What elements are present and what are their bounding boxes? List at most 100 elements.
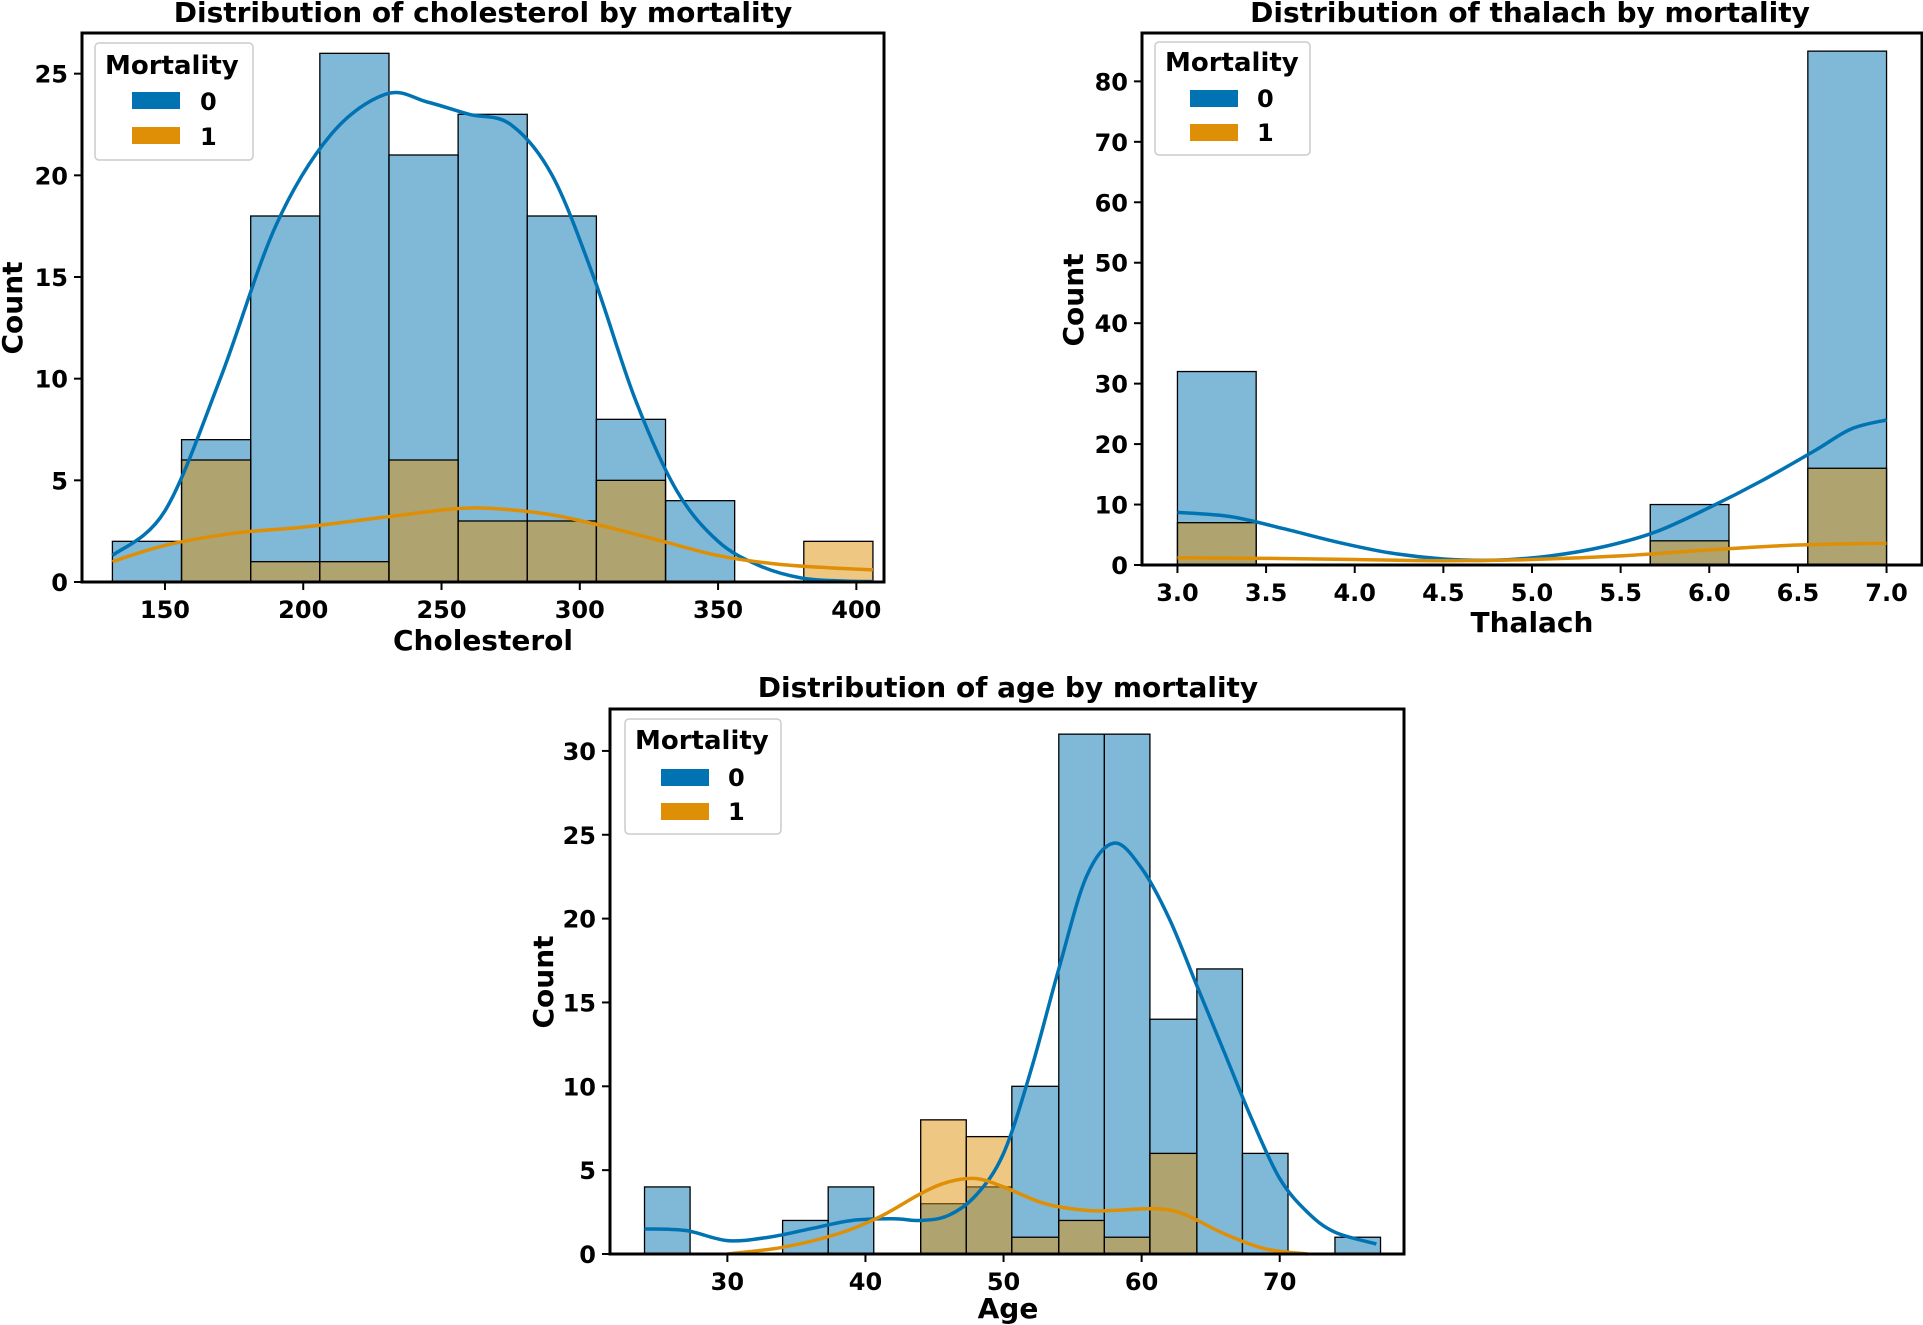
legend-label-0: 0 <box>200 88 217 116</box>
thalach-x-ticks: 3.0 3.5 4.0 4.5 5.0 5.5 6.0 6.5 7.0 <box>1156 565 1908 607</box>
chol-bar-series1-bin6 <box>526 520 598 583</box>
age-bar-series0-bin10 <box>1103 733 1151 1255</box>
cholesterol-plot-frame <box>80 31 886 584</box>
thal-y-tick-label: 10 <box>1095 492 1128 520</box>
legend-label-1: 1 <box>728 798 745 826</box>
age-y-tick-label: 15 <box>563 989 596 1017</box>
age-bar-series1-bin8 <box>1011 1236 1060 1255</box>
age-ylabel: Count <box>527 935 560 1028</box>
age-bar-series1-bin9 <box>1058 1219 1106 1255</box>
thal-kde-line-series0 <box>1177 418 1887 563</box>
thal-x-tick-label: 5.0 <box>1511 579 1554 607</box>
chol-x-tick-label: 200 <box>278 596 328 624</box>
chol-x-tick-label: 400 <box>831 596 881 624</box>
legend-title: Mortality <box>635 726 769 756</box>
age-kde-line-series0 <box>644 841 1377 1246</box>
thal-y-tick-label: 20 <box>1095 431 1128 459</box>
thal-x-tick-label: 6.0 <box>1688 579 1731 607</box>
thal-y-tick-label: 30 <box>1095 371 1128 399</box>
thal-x-tick-label: 7.0 <box>1865 579 1908 607</box>
chol-bar-series1-bin4 <box>388 459 459 583</box>
legend-swatch-1 <box>1190 124 1238 141</box>
age-y-tick-label: 10 <box>563 1073 596 1101</box>
thal-x-tick-label: 5.5 <box>1599 579 1642 607</box>
thalach-ylabel: Count <box>1057 253 1090 346</box>
cholesterol-kde-lines <box>111 90 874 584</box>
age-kde-line-series1 <box>727 1176 1308 1256</box>
thal-y-tick-label: 60 <box>1095 189 1128 217</box>
legend-title: Mortality <box>105 51 239 81</box>
age-bar-series1-bin10 <box>1103 1236 1151 1255</box>
age-y-tick-label: 20 <box>563 906 596 934</box>
chol-bar-series1-bin3 <box>319 561 390 583</box>
thal-x-tick-label: 3.0 <box>1156 579 1199 607</box>
cholesterol-title: Distribution of cholesterol by mortality <box>174 0 793 29</box>
legend-swatch-0 <box>132 92 180 109</box>
thal-x-tick-label: 3.5 <box>1245 579 1288 607</box>
age-x-tick-label: 40 <box>849 1268 882 1296</box>
cholesterol-legend: Mortality 0 1 <box>94 42 254 161</box>
chol-y-tick-label: 20 <box>35 162 68 190</box>
chol-bar-series1-bin1 <box>180 459 252 583</box>
age-x-tick-label: 50 <box>987 1268 1020 1296</box>
age-xlabel: Age <box>978 1292 1039 1325</box>
age-bar-series0-bin13 <box>1241 1152 1289 1255</box>
legend-label-1: 1 <box>1257 119 1274 147</box>
thalach-y-ticks: 0 10 20 30 40 50 60 70 80 <box>1095 68 1142 580</box>
thal-bar-series1-bin8 <box>1807 467 1888 566</box>
legend-swatch-1 <box>661 803 709 820</box>
age-plot-frame <box>608 707 1406 1256</box>
legend-swatch-0 <box>1190 90 1238 107</box>
chol-bar-series0-bin5 <box>457 113 528 583</box>
chol-bar-series0-bin2 <box>250 215 321 583</box>
chol-bar-series1-bin7 <box>595 479 667 583</box>
thal-x-tick-label: 6.5 <box>1777 579 1820 607</box>
chol-x-tick-label: 300 <box>555 596 605 624</box>
thal-x-tick-label: 4.5 <box>1422 579 1465 607</box>
chol-x-tick-label: 250 <box>416 596 466 624</box>
age-x-tick-label: 60 <box>1125 1268 1158 1296</box>
age-x-tick-label: 30 <box>711 1268 744 1296</box>
age-bar-series0-bin0 <box>643 1186 691 1255</box>
chol-kde-line-series1 <box>111 506 874 572</box>
chol-y-tick-label: 10 <box>35 366 68 394</box>
cholesterol-xlabel: Cholesterol <box>393 624 573 657</box>
chol-x-tick-label: 150 <box>140 596 190 624</box>
age-title: Distribution of age by mortality <box>758 671 1258 704</box>
chol-bar-series1-bin2 <box>250 561 321 583</box>
legend-label-0: 0 <box>728 764 745 792</box>
thalach-title: Distribution of thalach by mortality <box>1250 0 1810 29</box>
chol-y-tick-label: 15 <box>35 264 68 292</box>
chol-bar-series1-bin5 <box>457 520 528 583</box>
chol-bar-series1-bin10 <box>803 540 874 583</box>
age-x-ticks: 30 40 50 60 70 <box>711 1254 1296 1296</box>
age-y-tick-label: 0 <box>579 1241 596 1269</box>
age-x-tick-label: 70 <box>1263 1268 1296 1296</box>
thal-y-tick-label: 80 <box>1095 68 1128 96</box>
thalach-kde-lines <box>1177 418 1887 563</box>
thal-y-tick-label: 70 <box>1095 129 1128 157</box>
chol-y-tick-label: 0 <box>51 569 68 597</box>
age-bar-series0-bin8 <box>1011 1085 1060 1255</box>
panel-cholesterol: Distribution of cholesterol by mortality… <box>0 0 886 657</box>
age-bars <box>643 733 1382 1255</box>
chol-bar-series0-bin3 <box>319 52 390 583</box>
legend-swatch-1 <box>132 127 180 144</box>
thal-x-tick-label: 4.0 <box>1333 579 1376 607</box>
cholesterol-ylabel: Count <box>0 261 29 354</box>
chol-x-tick-label: 350 <box>693 596 743 624</box>
age-kde-lines <box>644 841 1377 1256</box>
cholesterol-y-ticks: 0 5 10 15 20 25 <box>35 61 82 597</box>
age-y-tick-label: 25 <box>563 822 596 850</box>
age-y-tick-label: 30 <box>563 738 596 766</box>
chol-y-tick-label: 25 <box>35 61 68 89</box>
panel-thalach: Distribution of thalach by mortality 3.0… <box>1057 0 1923 639</box>
thalach-xlabel: Thalach <box>1471 606 1594 639</box>
thalach-legend: Mortality 0 1 <box>1154 41 1311 156</box>
chol-y-tick-label: 5 <box>51 467 68 495</box>
age-bar-series1-bin11 <box>1149 1152 1198 1255</box>
age-y-ticks: 0 5 10 15 20 25 30 <box>563 738 610 1269</box>
panel-age: Distribution of age by mortality 30 40 50 6… <box>527 671 1406 1325</box>
legend-label-1: 1 <box>200 123 217 151</box>
